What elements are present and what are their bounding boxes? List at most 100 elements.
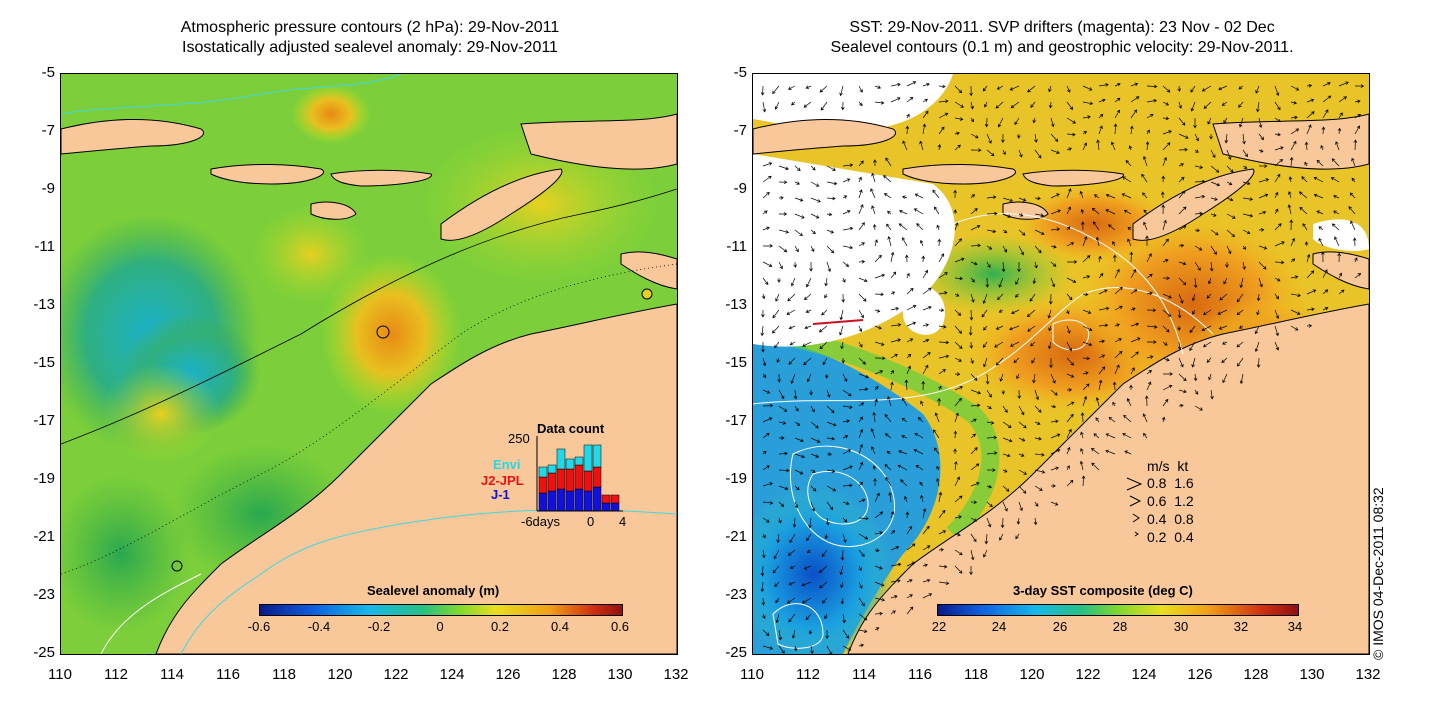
velocity-arrow: [1258, 164, 1268, 168]
velocity-arrow: [1145, 235, 1149, 247]
svp-drifter-track: [812, 319, 864, 325]
velocity-arrow: [906, 543, 916, 551]
velocity-arrow: [858, 443, 864, 455]
velocity-arrow: [902, 140, 908, 151]
velocity-arrow: [842, 261, 850, 267]
velocity-arrow: [762, 101, 767, 113]
y-tick-label: -25: [725, 644, 747, 661]
velocity-arrow: [826, 452, 832, 456]
velocity-arrow: [1098, 125, 1103, 135]
velocity-arrow: [1258, 133, 1264, 141]
sst-island-1: [902, 163, 1016, 185]
velocity-arrow: [1018, 245, 1024, 256]
velocity-arrow: [914, 193, 924, 199]
velocity-arrow: [1290, 237, 1296, 247]
velocity-arrow: [806, 373, 812, 383]
velocity-arrow: [1337, 252, 1342, 263]
sumba-island: [310, 201, 357, 220]
velocity-arrow: [1335, 141, 1340, 151]
sst-tick-3: 26: [1052, 619, 1068, 634]
velocity-arrow: [1114, 82, 1121, 87]
velocity-arrow: [1258, 277, 1263, 288]
green-patch-north: [913, 234, 1073, 314]
velocity-arrow: [871, 172, 876, 183]
velocity-arrow: [1242, 261, 1246, 270]
velocity-arrow: [826, 421, 837, 427]
y-tick-label: -7: [41, 122, 55, 139]
velocity-arrow: [883, 175, 892, 183]
velocity-arrow: [819, 581, 828, 589]
velocity-arrow: [1334, 236, 1340, 247]
data-count-bar-segment: [556, 448, 566, 470]
velocity-arrow: [1191, 357, 1196, 368]
velocity-arrow: [986, 229, 997, 234]
velocity-arrow: [953, 430, 958, 439]
velocity-arrow: [790, 373, 796, 384]
velocity-arrow: [1121, 193, 1132, 199]
data-count-bar-segment: [601, 494, 611, 504]
legend-arrow-0.8: [1126, 477, 1143, 491]
velocity-arrow: [998, 277, 1004, 288]
eastern-marker: [641, 288, 653, 300]
velocity-arrow: [1034, 452, 1045, 457]
australia-land: [155, 303, 677, 654]
velocity-arrow: [1288, 191, 1292, 199]
velocity-arrow: [839, 309, 844, 321]
velocity-arrow: [1338, 96, 1347, 103]
velocity-arrow: [1050, 501, 1059, 506]
velocity-arrow: [1146, 308, 1157, 313]
velocity-arrow: [1298, 191, 1308, 199]
velocity-arrow: [1218, 85, 1228, 91]
velocity-arrow: [1290, 309, 1301, 315]
velocity-arrow: [810, 229, 816, 235]
velocity-arrow: [810, 245, 815, 253]
x-tick-label: 128: [551, 666, 577, 683]
velocity-arrow: [842, 226, 854, 231]
velocity-arrow: [1050, 433, 1061, 439]
data-count-bar-segment: [556, 468, 566, 490]
velocity-arrow: [1178, 206, 1187, 215]
velocity-arrow: [938, 340, 950, 345]
velocity-arrow: [874, 492, 880, 503]
velocity-arrow: [1354, 273, 1362, 279]
data-count-bar-segment: [547, 472, 557, 492]
velocity-arrow: [1014, 117, 1020, 126]
velocity-arrow: [858, 629, 868, 634]
velocity-arrow: [822, 597, 828, 604]
velocity-arrow: [954, 257, 965, 263]
sl-tick-6: 0.4: [550, 619, 570, 634]
data-count-bar-segment: [592, 486, 602, 512]
velocity-arrow: [762, 432, 770, 439]
velocity-arrow: [1321, 251, 1325, 263]
velocity-arrow: [1194, 261, 1201, 271]
velocity-arrow: [1331, 158, 1340, 167]
velocity-arrow: [762, 277, 769, 286]
velocity-arrow: [778, 517, 782, 524]
velocity-arrow: [1018, 501, 1023, 512]
velocity-arrow: [778, 212, 788, 216]
velocity-arrow: [1032, 277, 1037, 285]
velocity-arrow: [1351, 177, 1356, 183]
velocity-arrow: [954, 101, 964, 108]
velocity-arrow: [1161, 204, 1166, 215]
velocity-arrow: [762, 162, 773, 167]
velocity-arrow: [772, 309, 780, 319]
velocity-arrow: [1129, 125, 1134, 135]
velocity-arrow: [1178, 176, 1185, 183]
velocity-arrow: [996, 85, 1004, 90]
y-tick-label: -15: [33, 354, 55, 371]
velocity-arrow: [858, 259, 866, 264]
velocity-arrow: [1096, 139, 1100, 151]
velocity-arrow: [793, 645, 798, 652]
velocity-arrow: [954, 131, 960, 136]
velocity-arrow: [789, 341, 796, 346]
velocity-arrow: [919, 140, 924, 151]
velocity-arrow: [922, 82, 930, 87]
velocity-arrow: [1210, 389, 1214, 400]
velocity-arrow: [1050, 449, 1061, 455]
velocity-arrow: [1242, 165, 1248, 169]
velocity-arrow: [1160, 191, 1165, 199]
velocity-arrow: [794, 453, 806, 459]
velocity-arrow: [774, 581, 780, 588]
velocity-arrow: [1050, 117, 1055, 128]
